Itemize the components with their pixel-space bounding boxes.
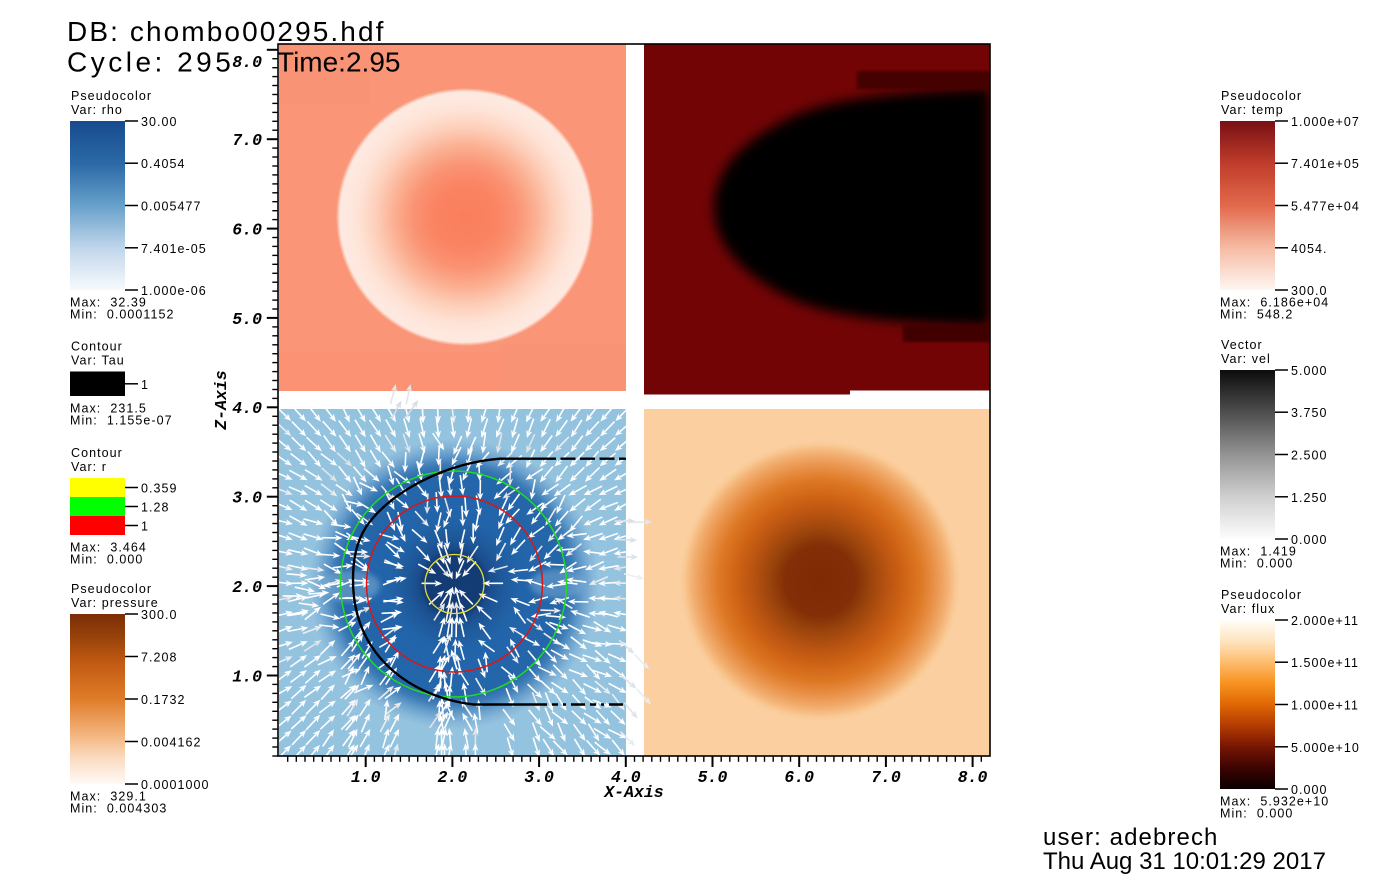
svg-text:1.000e+07: 1.000e+07 — [1291, 115, 1360, 129]
svg-text:Vector: Vector — [1221, 338, 1263, 352]
svg-text:Min: 0.0001152: Min: 0.0001152 — [70, 308, 174, 322]
svg-text:1.0: 1.0 — [351, 768, 381, 787]
svg-text:Pseudocolor: Pseudocolor — [71, 582, 152, 596]
svg-text:7.208: 7.208 — [141, 651, 178, 665]
svg-text:Min: 0.000: Min: 0.000 — [1220, 807, 1293, 821]
svg-text:0.4054: 0.4054 — [141, 157, 186, 171]
svg-text:2.000e+11: 2.000e+11 — [1291, 614, 1359, 628]
svg-text:1.250: 1.250 — [1291, 491, 1328, 505]
svg-text:4.0: 4.0 — [611, 768, 641, 787]
svg-text:1: 1 — [141, 378, 149, 392]
svg-text:7.401e-05: 7.401e-05 — [141, 242, 207, 256]
svg-text:7.0: 7.0 — [232, 131, 262, 150]
svg-text:Max: 6.186e+04: Max: 6.186e+04 — [1220, 296, 1329, 310]
svg-text:1.0: 1.0 — [232, 667, 262, 686]
svg-text:3.0: 3.0 — [524, 768, 554, 787]
svg-text:0.004162: 0.004162 — [141, 736, 202, 750]
svg-text:Min: 0.004303: Min: 0.004303 — [70, 802, 167, 816]
svg-text:X-Axis: X-Axis — [603, 783, 664, 802]
svg-text:5.000: 5.000 — [1291, 364, 1328, 378]
svg-text:1.500e+11: 1.500e+11 — [1291, 656, 1359, 670]
svg-text:Min: 1.155e-07: Min: 1.155e-07 — [70, 414, 173, 428]
svg-text:4054.: 4054. — [1291, 242, 1328, 256]
svg-text:Max: 1.419: Max: 1.419 — [1220, 545, 1297, 559]
svg-text:Var: flux: Var: flux — [1221, 602, 1275, 616]
svg-text:Max: 5.932e+10: Max: 5.932e+10 — [1220, 795, 1329, 809]
svg-text:5.000e+10: 5.000e+10 — [1291, 741, 1360, 755]
svg-text:DB: chombo00295.hdf: DB: chombo00295.hdf — [67, 16, 386, 47]
svg-text:Min: 0.000: Min: 0.000 — [1220, 557, 1293, 571]
svg-text:1.28: 1.28 — [141, 501, 170, 515]
svg-text:Var: rho: Var: rho — [71, 103, 123, 117]
svg-text:30.00: 30.00 — [141, 115, 178, 129]
svg-text:0.0001000: 0.0001000 — [141, 778, 210, 792]
svg-text:300.0: 300.0 — [141, 608, 178, 622]
svg-text:Var: vel: Var: vel — [1221, 352, 1271, 366]
svg-text:1.000e+11: 1.000e+11 — [1291, 699, 1359, 713]
svg-text:0.359: 0.359 — [141, 482, 178, 496]
svg-text:Time:2.95: Time:2.95 — [277, 47, 400, 78]
svg-text:Z-Axis: Z-Axis — [212, 370, 231, 431]
svg-text:6.0: 6.0 — [784, 768, 814, 787]
svg-text:Pseudocolor: Pseudocolor — [1221, 588, 1302, 602]
svg-text:5.0: 5.0 — [232, 310, 262, 329]
svg-text:3.0: 3.0 — [232, 489, 262, 508]
svg-text:1.000e-06: 1.000e-06 — [141, 284, 207, 298]
svg-text:8.0: 8.0 — [958, 768, 988, 787]
svg-text:user: adebrech: user: adebrech — [1043, 824, 1219, 851]
svg-text:Var: Tau: Var: Tau — [71, 354, 125, 368]
svg-text:Var: temp: Var: temp — [1221, 103, 1284, 117]
svg-text:0.000: 0.000 — [1291, 783, 1328, 797]
svg-text:3.750: 3.750 — [1291, 406, 1328, 420]
svg-text:Cycle: 295: Cycle: 295 — [67, 47, 234, 78]
svg-text:5.0: 5.0 — [698, 768, 728, 787]
svg-text:300.0: 300.0 — [1291, 284, 1328, 298]
svg-text:Thu Aug 31 10:01:29 2017: Thu Aug 31 10:01:29 2017 — [1043, 848, 1326, 875]
svg-text:Pseudocolor: Pseudocolor — [71, 89, 152, 103]
svg-text:2.0: 2.0 — [438, 768, 468, 787]
svg-text:1: 1 — [141, 520, 149, 534]
svg-text:2.0: 2.0 — [232, 578, 262, 597]
svg-text:0.1732: 0.1732 — [141, 693, 186, 707]
svg-text:Min: 548.2: Min: 548.2 — [1220, 308, 1293, 322]
svg-text:Max: 3.464: Max: 3.464 — [70, 541, 147, 555]
svg-text:7.0: 7.0 — [871, 768, 901, 787]
svg-text:Var: r: Var: r — [71, 460, 107, 474]
svg-text:4.0: 4.0 — [232, 399, 262, 418]
svg-text:Min: 0.000: Min: 0.000 — [70, 553, 143, 567]
svg-text:Max: 329.1: Max: 329.1 — [70, 790, 147, 804]
svg-text:Max: 32.39: Max: 32.39 — [70, 296, 147, 310]
svg-text:Var: pressure: Var: pressure — [71, 596, 159, 610]
svg-text:7.401e+05: 7.401e+05 — [1291, 157, 1360, 171]
svg-text:6.0: 6.0 — [232, 220, 262, 239]
svg-text:8.0: 8.0 — [232, 53, 262, 72]
svg-text:Contour: Contour — [71, 446, 123, 460]
svg-text:5.477e+04: 5.477e+04 — [1291, 200, 1360, 214]
svg-text:0.000: 0.000 — [1291, 533, 1328, 547]
svg-text:Pseudocolor: Pseudocolor — [1221, 89, 1302, 103]
svg-text:Max: 231.5: Max: 231.5 — [70, 402, 147, 416]
svg-text:2.500: 2.500 — [1291, 449, 1328, 463]
svg-text:Contour: Contour — [71, 340, 123, 354]
svg-text:0.005477: 0.005477 — [141, 200, 202, 214]
